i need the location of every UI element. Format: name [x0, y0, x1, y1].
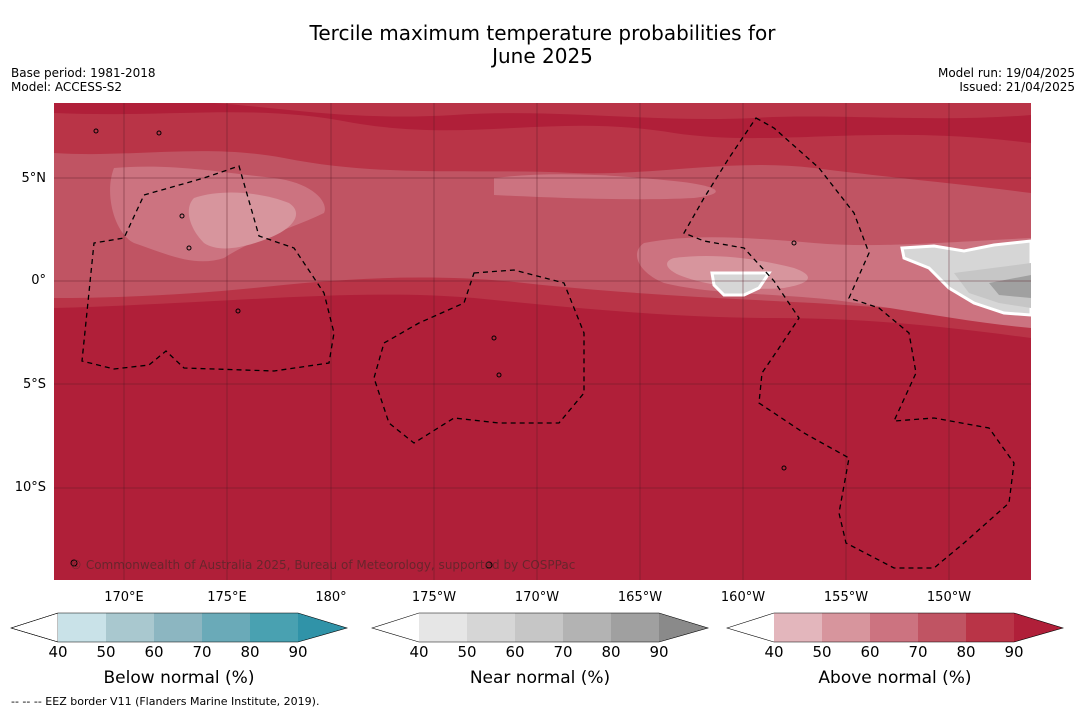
colorbar-near-title: Near normal (%): [469, 668, 611, 688]
map-svg: [54, 103, 1031, 580]
colorbar-above-lower-triangle: [727, 613, 774, 642]
eez-footnote: -- -- -- EEZ border V11 (Flanders Marine…: [11, 695, 320, 708]
colorbar-above-tick-40: 40: [764, 643, 784, 661]
copyright-text: © Commonwealth of Australia 2025, Bureau…: [70, 558, 576, 572]
island-mark: [186, 245, 192, 251]
colorbar-below-tick-60: 60: [144, 643, 164, 661]
lon-label-175e: 175°E: [207, 590, 247, 605]
title-line-1: Tercile maximum temperature probabilitie…: [309, 21, 776, 45]
colorbar-above-tick-70: 70: [908, 643, 928, 661]
colorbar-below-tick-90: 90: [288, 643, 308, 661]
lat-label-10s: 10°S: [14, 480, 46, 495]
colorbar-near-upper-triangle: [659, 613, 708, 642]
lon-label-180: 180°: [315, 590, 347, 605]
lat-label-0: 0°: [31, 273, 46, 288]
map-graticule: [54, 103, 1031, 580]
colorbar-above-bin: [870, 613, 918, 642]
above-60-band: [494, 174, 716, 200]
colorbar-above-tick-90: 90: [1004, 643, 1024, 661]
colorbar-above-upper-triangle: [1014, 613, 1063, 642]
lon-label-170e: 170°E: [104, 590, 144, 605]
island-mark: [235, 308, 241, 314]
colorbar-near-outline: [371, 612, 710, 643]
colorbar-near-bin: [515, 613, 563, 642]
colorbar-above-title: Above normal (%): [818, 668, 972, 688]
colorbar-below-tick-40: 40: [48, 643, 68, 661]
colorbar-near-bin: [419, 613, 467, 642]
colorbar-near-tick-80: 80: [601, 643, 621, 661]
colorbar-below-bin: [202, 613, 250, 642]
island-marks: [70, 128, 797, 569]
colorbar-below-bin: [250, 613, 298, 642]
colorbar-below-bin: [154, 613, 202, 642]
colorbar-below-title: Below normal (%): [103, 668, 255, 688]
colorbar-near-tick-90: 90: [649, 643, 669, 661]
probability-map: [54, 103, 1031, 580]
lon-label-165w: 165°W: [617, 590, 663, 605]
colorbar-below-tick-70: 70: [192, 643, 212, 661]
colorbar-below-normal: [10, 612, 349, 643]
colorbar-below-tick-80: 80: [240, 643, 260, 661]
colorbar-near-bin: [611, 613, 659, 642]
eez-border-kiribati-gilbert: [81, 165, 335, 372]
island-mark: [791, 240, 797, 246]
colorbar-above-tick-80: 80: [956, 643, 976, 661]
island-mark: [156, 130, 162, 136]
near-normal-50-region: [710, 271, 772, 297]
colorbar-above-bin: [822, 613, 870, 642]
base-period-text: Base period: 1981-2018: [11, 66, 156, 80]
colorbar-below-upper-triangle: [298, 613, 347, 642]
eez-border-kiribati-phoenix: [373, 269, 585, 444]
colorbar-below-lower-triangle: [10, 612, 59, 643]
colorbar-near-tick-70: 70: [553, 643, 573, 661]
eez-border-kiribati-line: [683, 117, 1015, 569]
lat-label-5n: 5°N: [21, 171, 47, 186]
colorbar-above-tick-60: 60: [860, 643, 880, 661]
lon-label-150w: 150°W: [926, 590, 972, 605]
model-name-text: Model: ACCESS-S2: [11, 80, 123, 94]
colorbar-above-bin: [918, 613, 966, 642]
lat-label-5s: 5°S: [22, 377, 46, 392]
colorbar-near-normal: [371, 612, 710, 643]
island-mark: [70, 559, 78, 567]
model-info-left: Base period: 1981-2018 Model: ACCESS-S2: [11, 66, 156, 94]
island-mark: [179, 213, 185, 219]
lon-label-175w: 175°W: [411, 590, 457, 605]
colorbar-above-outline: [726, 612, 1065, 643]
island-mark: [781, 465, 787, 471]
colorbar-above-bin: [966, 613, 1014, 642]
lon-label-155w: 155°W: [823, 590, 869, 605]
colorbar-near-tick-40: 40: [409, 643, 429, 661]
colorbar-near-bin: [467, 613, 515, 642]
island-mark: [485, 561, 493, 569]
colorbar-below-bin: [106, 613, 154, 642]
colorbar-near-tick-50: 50: [457, 643, 477, 661]
colorbar-near-lower-triangle: [372, 613, 419, 642]
above-50-region: [188, 192, 297, 249]
island-mark: [496, 372, 502, 378]
colorbar-below-tick-50: 50: [96, 643, 116, 661]
colorbar-above-tick-50: 50: [812, 643, 832, 661]
colorbar-near-bin: [563, 613, 611, 642]
colorbar-near-tick-60: 60: [505, 643, 525, 661]
colorbar-above-bin: [774, 613, 822, 642]
island-mark: [93, 128, 99, 134]
colorbar-below-outline: [10, 612, 349, 643]
colorbar-above-normal: [726, 612, 1065, 643]
lon-label-170w: 170°W: [514, 590, 560, 605]
lon-label-160w: 160°W: [720, 590, 766, 605]
chart-title: Tercile maximum temperature probabilitie…: [0, 22, 1085, 68]
model-run-text: Model run: 19/04/2025: [937, 66, 1075, 80]
colorbar-below-bin: [58, 613, 106, 642]
eez-borders: [81, 117, 1015, 569]
title-line-2: June 2025: [492, 44, 593, 68]
island-mark: [491, 335, 497, 341]
issued-date-text: Issued: 21/04/2025: [959, 80, 1075, 94]
above-80-region-north: [214, 103, 1031, 120]
model-info-right: Model run: 19/04/2025 Issued: 21/04/2025: [938, 66, 1075, 94]
